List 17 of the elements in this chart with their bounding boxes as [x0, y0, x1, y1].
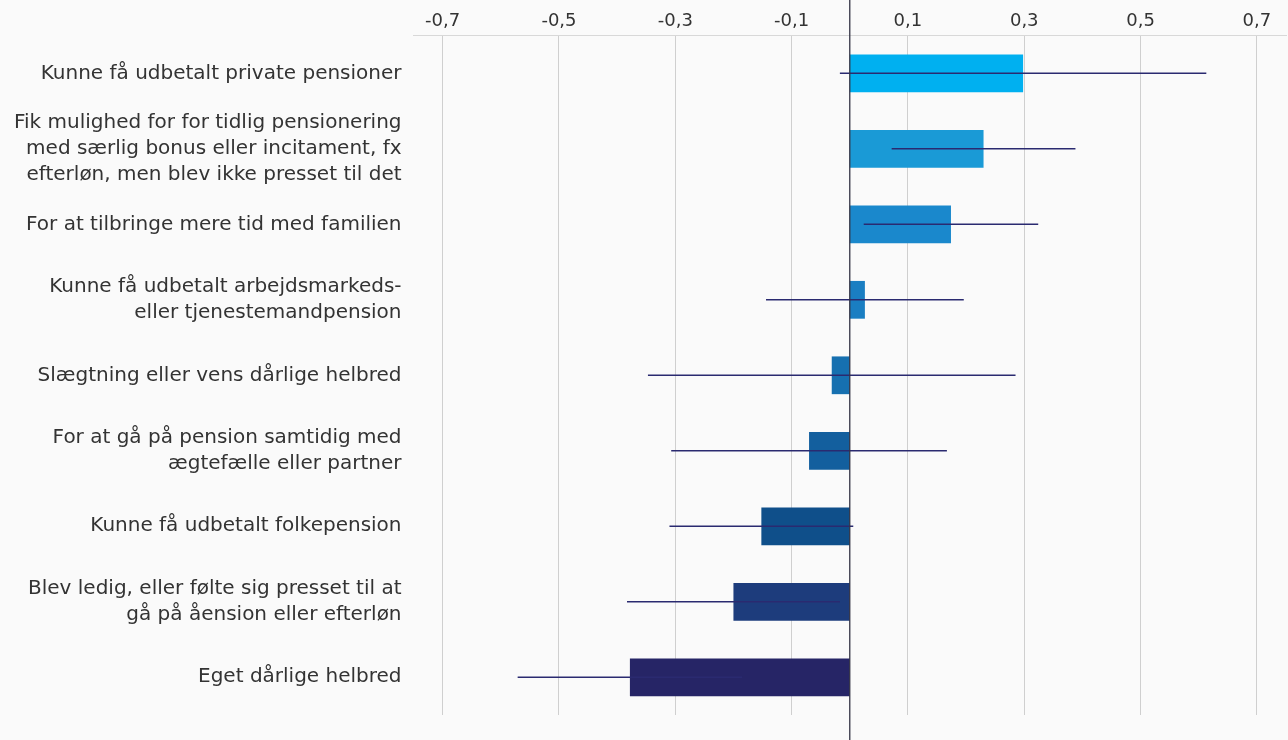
y-tick-label: Kunne få udbetalt folkepension	[90, 512, 402, 537]
y-tick-label: Kunne få udbetalt arbejdsmarkeds- eller tjenestemandpension	[49, 273, 402, 324]
x-tick-label: -0,5	[541, 9, 577, 31]
y-tick-label: For at tilbringe mere tid med familien	[26, 210, 402, 235]
y-tick-label: For at gå på pension samtidig med ægtefælle eller partner	[52, 423, 403, 474]
y-tick-label: Slægtning eller vens dårlige helbred	[37, 361, 402, 386]
y-tick-label: Eget dårlige helbred	[198, 663, 402, 688]
x-tick-label: -0,3	[657, 9, 693, 31]
x-tick-label: 0,5	[1126, 9, 1155, 31]
x-tick-label: 0,3	[1009, 9, 1039, 31]
y-tick-label: Blev ledig, eller følte sig presset til at gå på åension eller efterløn	[28, 574, 402, 625]
y-tick-label: Kunne få udbetalt private pensioner	[40, 59, 403, 84]
x-tick-label: -0,1	[774, 9, 810, 31]
x-tick-label: 0,7	[1242, 9, 1272, 31]
y-tick-label: Fik mulighed for for tidlig pensionering med særlig bonus eller incitament, fx efterløn, men blev ikke presset til det	[13, 109, 402, 186]
x-tick-label: 0,1	[893, 9, 923, 31]
x-tick-label: -0,7	[425, 9, 461, 31]
